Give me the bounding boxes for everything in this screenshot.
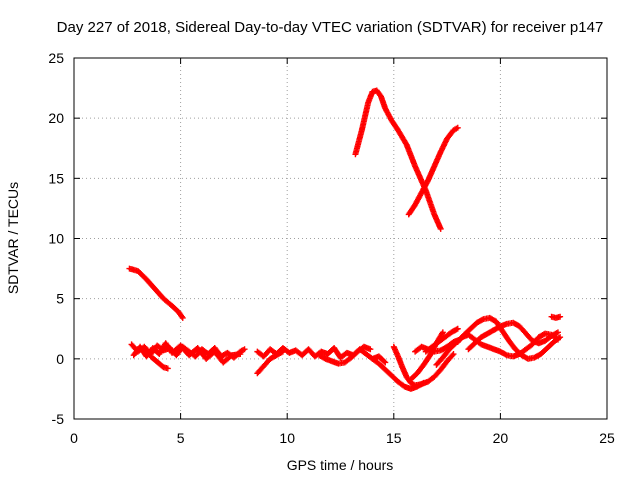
data-point	[439, 329, 446, 336]
y-axis-label: SDTVAR / TECUs	[5, 182, 21, 294]
data-point	[555, 335, 562, 342]
data-point	[179, 314, 186, 321]
x-tick-label: 25	[599, 430, 615, 446]
axis-ticks: 0 5 10 15 20 25 -5 0 5 10 15 20 25	[48, 50, 615, 446]
data-point	[554, 329, 561, 336]
y-tick-label: 15	[48, 170, 64, 186]
x-tick-label: 0	[70, 430, 78, 446]
data-point	[502, 351, 509, 358]
x-tick-label: 20	[493, 430, 509, 446]
data-point	[557, 313, 564, 320]
data-point	[278, 349, 285, 356]
data-point	[241, 346, 248, 353]
y-tick-label: 25	[48, 50, 64, 66]
data-point	[454, 325, 461, 332]
x-tick-label: 15	[386, 430, 402, 446]
data-point	[381, 358, 388, 365]
data-point	[279, 348, 286, 355]
data-point	[450, 351, 457, 358]
data-point	[479, 316, 486, 323]
x-tick-label: 5	[177, 430, 185, 446]
y-tick-label: 20	[48, 110, 64, 126]
data-point	[449, 352, 456, 359]
data-point	[437, 225, 444, 232]
data-point	[237, 351, 244, 358]
x-axis-label: GPS time / hours	[287, 457, 394, 473]
y-tick-label: 5	[56, 291, 64, 307]
data-point	[553, 330, 560, 337]
y-tick-label: 0	[56, 351, 64, 367]
data-point	[382, 359, 389, 366]
y-tick-label: 10	[48, 231, 64, 247]
chart-title: Day 227 of 2018, Sidereal Day-to-day VTE…	[57, 19, 604, 36]
y-tick-label: -5	[52, 411, 65, 427]
data-point	[367, 346, 374, 353]
data-point	[164, 365, 171, 372]
data-points	[126, 87, 564, 392]
data-point	[557, 334, 564, 341]
data-point	[178, 313, 185, 320]
data-point	[453, 326, 460, 333]
grid-lines	[74, 58, 607, 419]
x-tick-label: 10	[279, 430, 295, 446]
data-point	[454, 124, 461, 131]
